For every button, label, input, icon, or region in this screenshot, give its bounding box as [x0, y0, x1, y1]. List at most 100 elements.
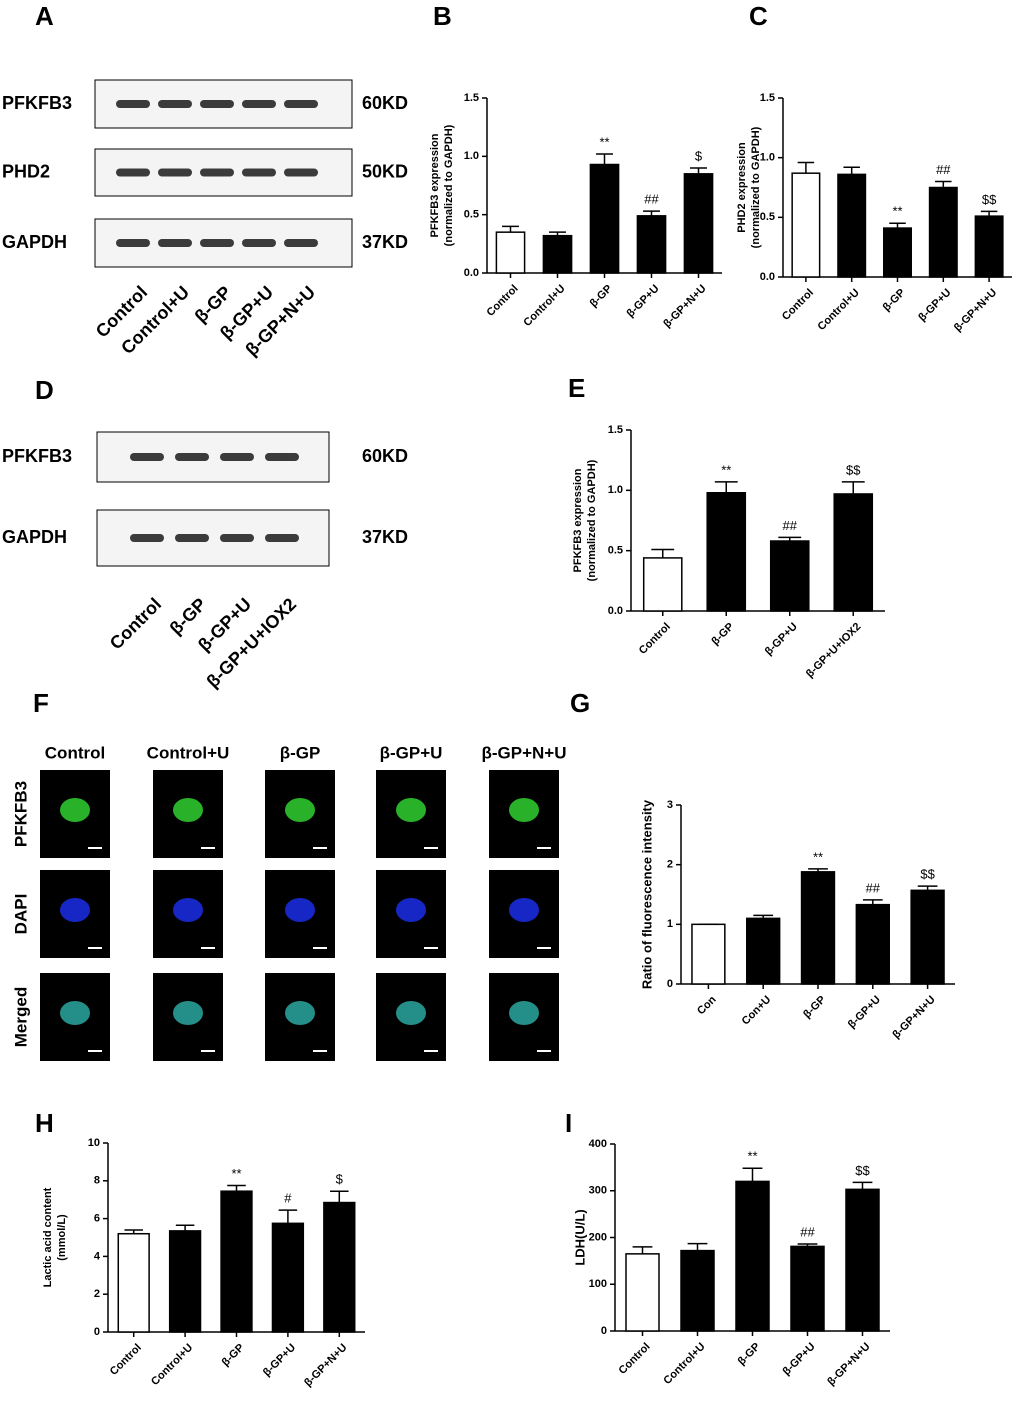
- panel-label: H: [35, 1108, 54, 1138]
- bar: [791, 172, 821, 278]
- bar: [706, 491, 747, 612]
- y-axis-label: (mmol/L): [56, 1214, 68, 1261]
- bar: [625, 1253, 660, 1332]
- y-tick-label: 400: [589, 1138, 607, 1150]
- y-tick-label: 1.5: [608, 424, 623, 436]
- y-axis-label: (normalized to GAPDH): [586, 459, 598, 581]
- y-tick-label: 10: [88, 1137, 100, 1149]
- significance-label: $$: [920, 867, 935, 882]
- significance-label: #: [284, 1191, 292, 1206]
- y-tick-label: 0.5: [760, 211, 775, 223]
- blot-band: [265, 453, 299, 461]
- y-axis-label: LDH(U/L): [572, 1209, 587, 1265]
- x-tick-label: Control+U: [661, 1341, 707, 1387]
- column-header: β-GP+U: [380, 743, 443, 762]
- significance-label: ##: [783, 518, 798, 533]
- blot-band: [220, 534, 254, 542]
- y-tick-label: 0.0: [608, 605, 623, 617]
- blot-band: [116, 168, 150, 177]
- column-header: Control+U: [147, 743, 230, 762]
- nucleus: [173, 898, 203, 922]
- bar: [271, 1222, 305, 1333]
- blot-band: [158, 100, 192, 108]
- bar: [117, 1232, 150, 1333]
- x-tick-label: Control+U: [149, 1342, 195, 1388]
- blot-band: [265, 534, 299, 542]
- bar: [928, 186, 958, 278]
- bar: [855, 903, 890, 985]
- y-axis-label: (normalized to GAPDH): [443, 124, 455, 246]
- nucleus: [509, 798, 539, 822]
- panel-label: A: [35, 1, 54, 31]
- significance-label: $: [695, 148, 703, 163]
- bar: [220, 1190, 253, 1333]
- bar: [589, 163, 620, 274]
- protein-label: PHD2: [2, 161, 50, 181]
- x-tick-label: β-GP: [220, 1342, 247, 1369]
- nucleus: [285, 898, 315, 922]
- y-tick-label: 200: [589, 1231, 607, 1243]
- y-tick-label: 6: [94, 1213, 100, 1225]
- panel-label: G: [570, 688, 590, 718]
- nucleus: [396, 798, 426, 822]
- nucleus: [173, 798, 203, 822]
- nucleus: [509, 898, 539, 922]
- x-tick-label: β-GP+N+U: [952, 287, 999, 334]
- y-axis-label: Lactic acid content: [42, 1187, 54, 1287]
- y-tick-label: 3: [667, 799, 673, 811]
- nucleus: [173, 1001, 203, 1025]
- panel-label: F: [33, 688, 49, 718]
- nucleus: [285, 798, 315, 822]
- significance-label: ##: [866, 880, 881, 895]
- blot-band: [284, 168, 318, 177]
- x-tick-label: β-GP+U+IOX2: [804, 621, 863, 680]
- blot-band: [220, 453, 254, 461]
- significance-label: $$: [846, 462, 861, 477]
- significance-label: $$: [855, 1163, 870, 1178]
- x-tick-label: Control: [637, 621, 673, 657]
- row-label: Merged: [11, 987, 30, 1047]
- x-tick-label: Control: [617, 1341, 653, 1377]
- bar: [974, 215, 1004, 278]
- x-tick-label: β-GP: [736, 1341, 763, 1368]
- x-tick-label: Con+U: [740, 994, 774, 1028]
- significance-label: **: [892, 204, 902, 219]
- significance-label: $: [336, 1172, 344, 1187]
- y-tick-label: 0: [601, 1325, 607, 1337]
- bar: [800, 871, 836, 985]
- panel-label: B: [433, 1, 452, 31]
- y-tick-label: 1.0: [760, 152, 775, 164]
- nucleus: [285, 1001, 315, 1025]
- x-tick-label: Control+U: [816, 287, 862, 333]
- size-label: 50KD: [362, 161, 408, 181]
- bar: [833, 493, 874, 612]
- x-tick-label: Con: [695, 993, 719, 1017]
- panel-label: I: [565, 1108, 572, 1138]
- bar: [495, 231, 526, 274]
- protein-label: PFKFB3: [2, 446, 72, 466]
- x-tick-label: β-GP+U: [763, 621, 800, 658]
- size-label: 60KD: [362, 93, 408, 113]
- x-tick-label: Control: [108, 1342, 144, 1378]
- row-label: DAPI: [11, 894, 30, 935]
- significance-label: **: [813, 849, 823, 864]
- significance-label: ##: [800, 1224, 815, 1239]
- x-tick-label: β-GP+U: [780, 1341, 817, 1378]
- y-axis-label: (normalized to GAPDH): [750, 126, 762, 248]
- y-axis-label: PHD2 expression: [736, 142, 748, 233]
- bar: [735, 1180, 770, 1332]
- bar: [746, 917, 781, 985]
- significance-label: $$: [982, 192, 997, 207]
- column-header: β-GP: [280, 743, 321, 762]
- significance-label: **: [231, 1166, 241, 1181]
- protein-label: GAPDH: [2, 232, 67, 252]
- blot-band: [175, 453, 209, 461]
- bar: [790, 1245, 825, 1332]
- blot-band: [116, 100, 150, 108]
- y-axis-label: Ratio of fluorescence intensity: [639, 799, 654, 989]
- blot-band: [158, 239, 192, 247]
- protein-label: GAPDH: [2, 527, 67, 547]
- y-tick-label: 2: [667, 859, 673, 871]
- bar: [168, 1230, 202, 1333]
